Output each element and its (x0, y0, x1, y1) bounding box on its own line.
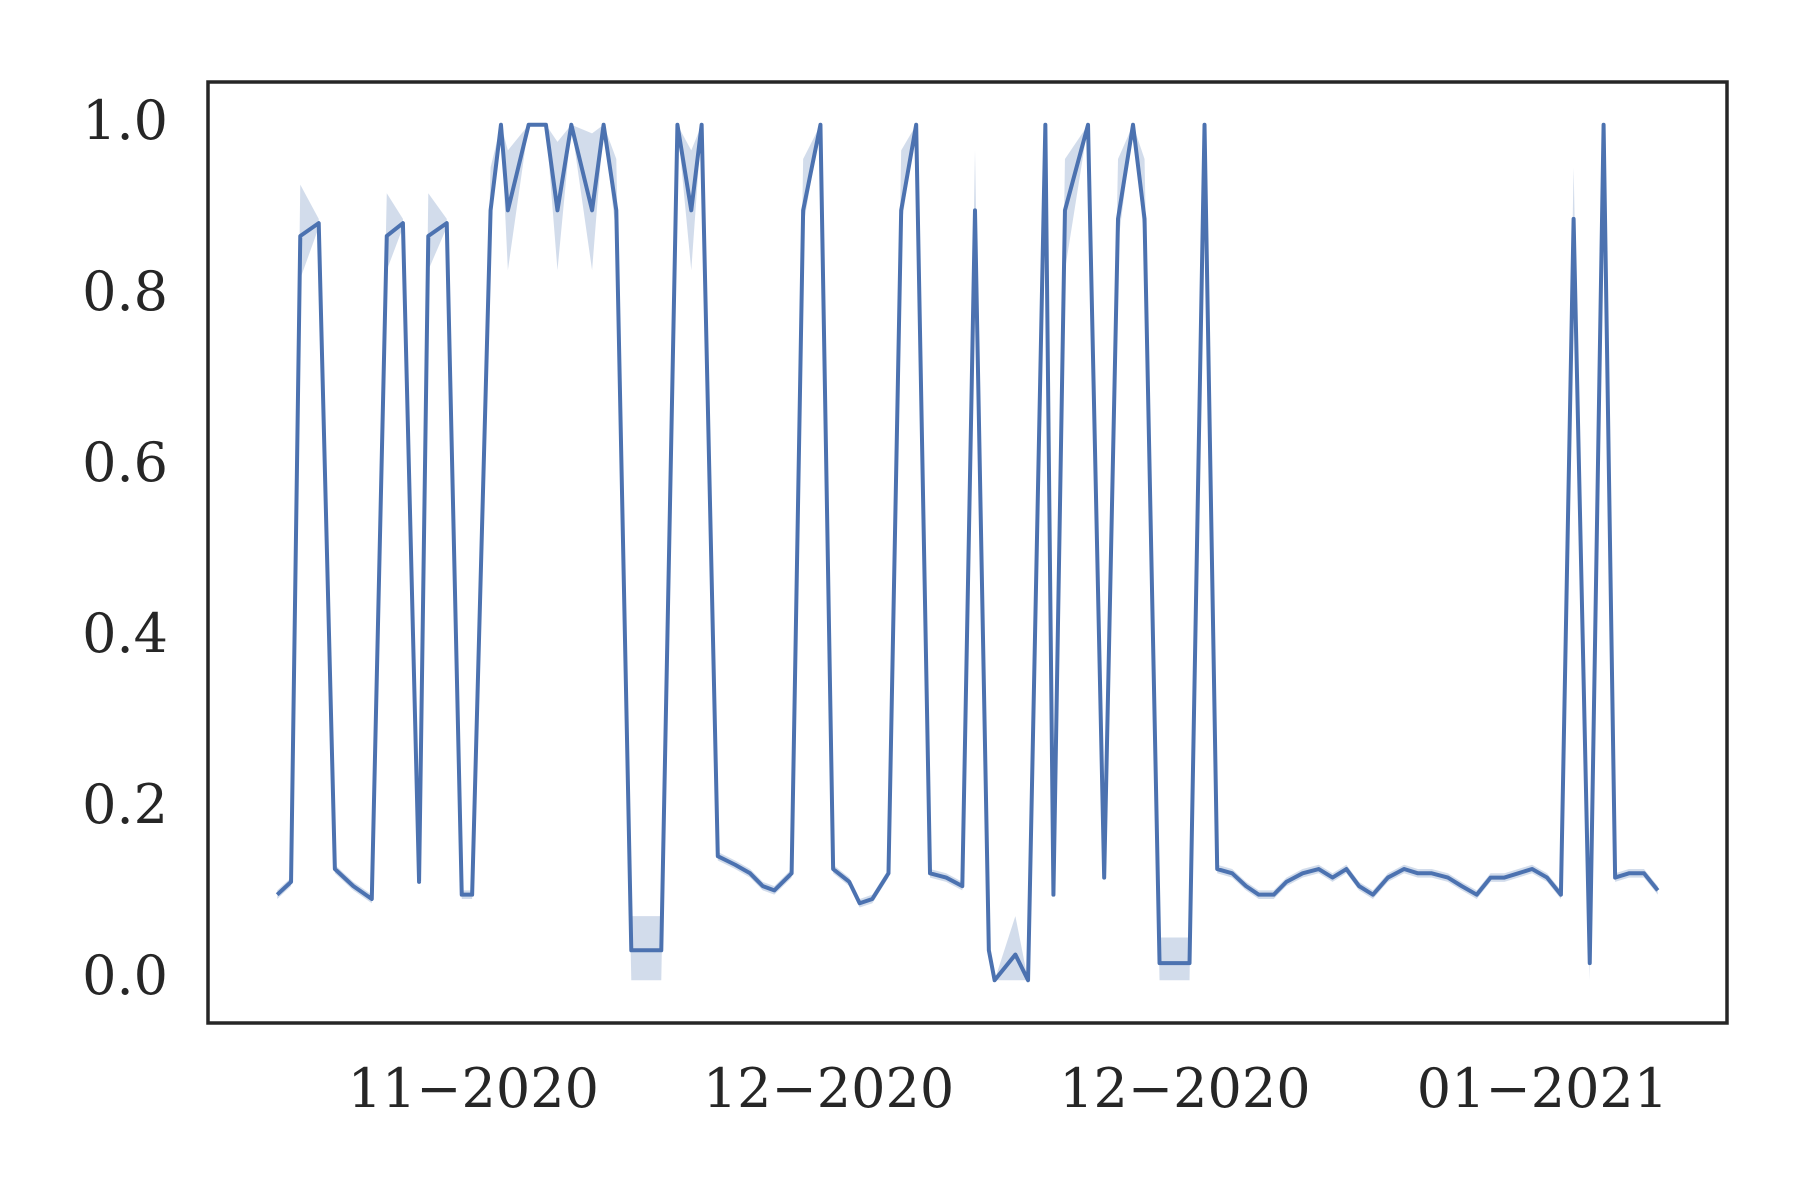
y-tick-label: 0.0 (82, 944, 168, 1007)
line (275, 122, 1660, 983)
x-tick-label: 01−2021 (1417, 1057, 1668, 1120)
y-tick-label: 1.0 (82, 89, 168, 152)
x-tick-label: 12−2020 (703, 1057, 954, 1120)
y-tick-label: 0.6 (82, 431, 168, 494)
y-tick-label: 0.4 (82, 602, 168, 665)
y-tick-label: 0.8 (82, 260, 168, 323)
x-tick-label: 11−2020 (348, 1057, 599, 1120)
plot-frame (206, 80, 1729, 1025)
y-tick-label: 0.2 (82, 773, 168, 836)
x-tick-label: 12−2020 (1059, 1057, 1310, 1120)
